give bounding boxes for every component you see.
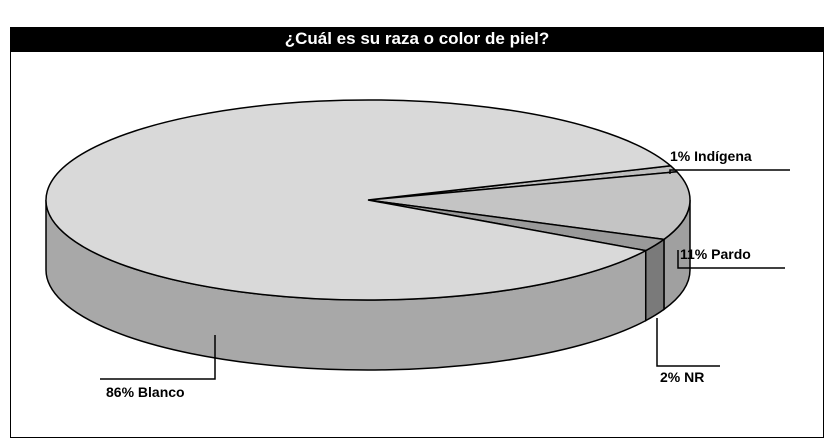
chart-title: ¿Cuál es su raza o color de piel?	[285, 29, 550, 48]
data-label: 11% Pardo	[680, 246, 751, 262]
frame	[10, 51, 824, 438]
data-label: 86% Blanco	[106, 384, 185, 400]
value-label: 1%	[670, 148, 691, 164]
leader-line	[100, 335, 216, 380]
category-label: Indígena	[694, 148, 752, 164]
data-label: 1% Indígena	[670, 148, 752, 164]
value-label: 86%	[106, 384, 135, 400]
category-label: NR	[684, 369, 704, 385]
slice	[367, 170, 691, 241]
value-label: 11%	[680, 246, 708, 262]
category-label: Blanco	[138, 384, 185, 400]
title-bar	[10, 27, 824, 51]
leader-line	[677, 250, 785, 269]
leader-line	[669, 169, 790, 174]
category-label: Pardo	[711, 246, 751, 262]
slice-side	[644, 237, 665, 322]
leader-line	[656, 318, 720, 367]
data-label: 2% NR	[660, 369, 704, 385]
slice	[45, 99, 673, 301]
value-label: 2%	[660, 369, 681, 385]
